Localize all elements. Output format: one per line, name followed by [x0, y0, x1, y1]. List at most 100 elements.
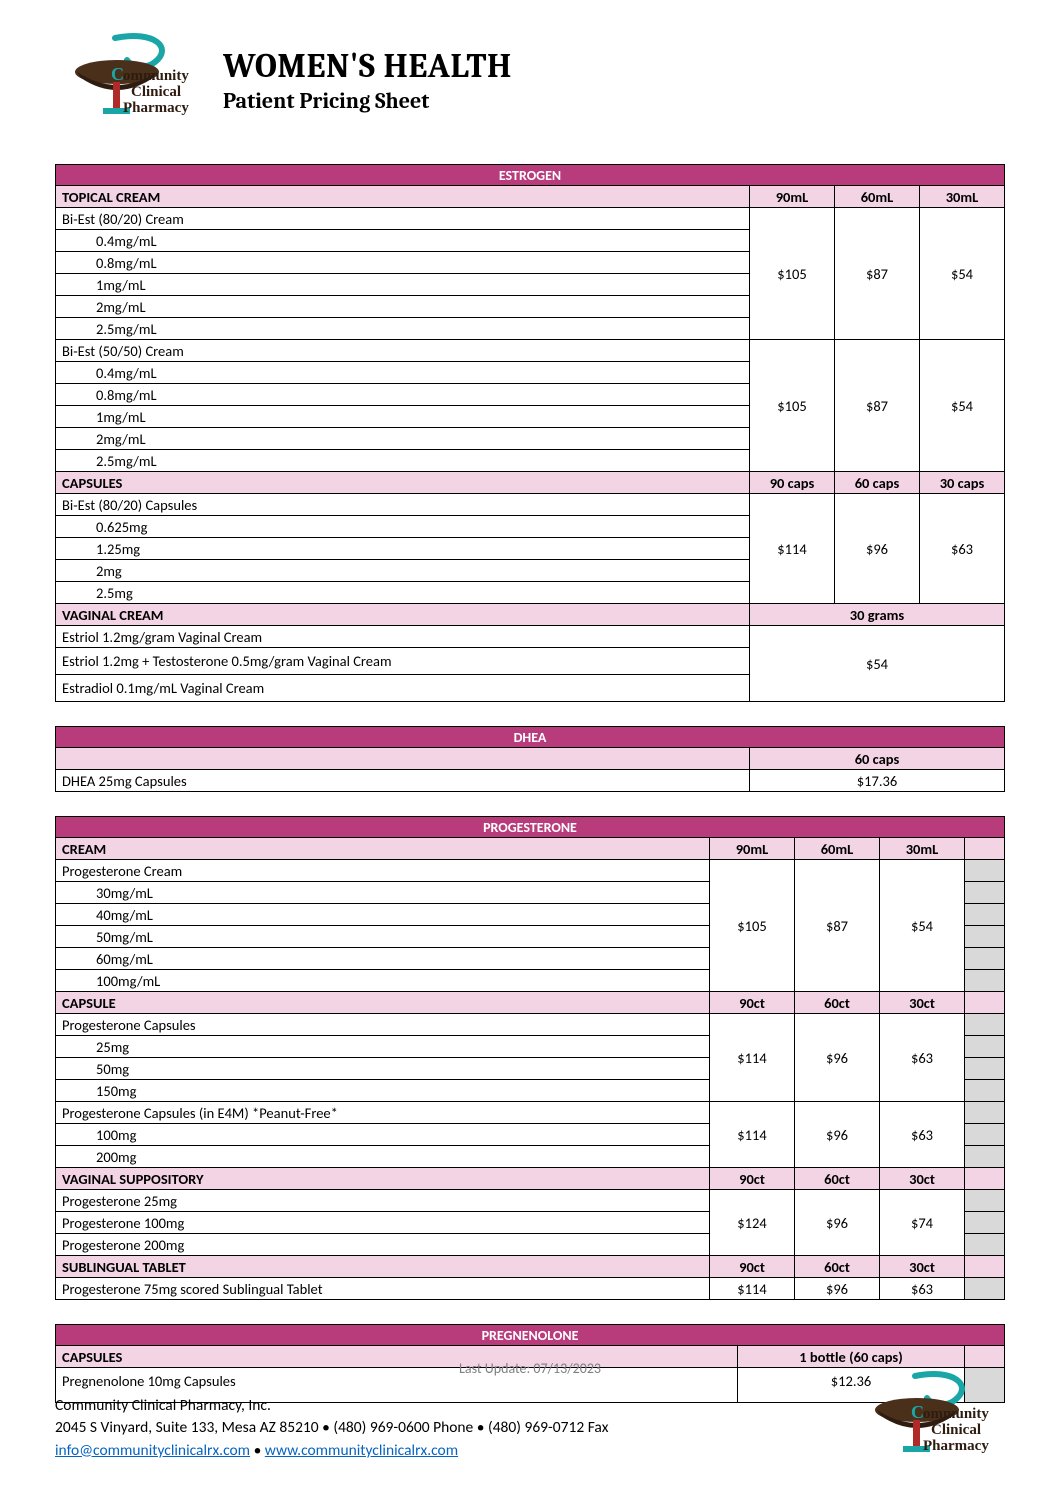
dose: 150mg	[56, 1080, 710, 1102]
blank-cell	[965, 882, 1005, 904]
svg-text:C: C	[111, 64, 124, 84]
price-cell: $54	[880, 860, 965, 992]
price-cell: $54	[920, 208, 1005, 340]
sub-header-label: VAGINAL CREAM	[56, 604, 750, 626]
product-name: Progesterone Cream	[56, 860, 710, 882]
sub-header-label: CAPSULE	[56, 992, 710, 1014]
dose: 0.4mg/mL	[56, 362, 750, 384]
dhea-table: DHEA 60 caps DHEA 25mg Capsules $17.36	[55, 726, 1005, 792]
col-header: 90ct	[710, 1168, 795, 1190]
blank-cell	[965, 1190, 1005, 1212]
price-cell: $87	[795, 860, 880, 992]
product-name: Estriol 1.2mg/gram Vaginal Cream	[56, 626, 750, 648]
col-header: 60ct	[795, 992, 880, 1014]
dose: 25mg	[56, 1036, 710, 1058]
page-subtitle: Patient Pricing Sheet	[223, 88, 512, 114]
page-title: WOMEN'S HEALTH	[223, 46, 512, 86]
price-cell: $96	[795, 1190, 880, 1256]
category-header: PREGNENOLONE	[56, 1325, 1005, 1346]
price-cell: $63	[880, 1278, 965, 1300]
price-cell: $74	[880, 1190, 965, 1256]
price-cell: $124	[710, 1190, 795, 1256]
dose: 1mg/mL	[56, 274, 750, 296]
product-name: DHEA 25mg Capsules	[56, 770, 750, 792]
blank-cell	[965, 1036, 1005, 1058]
dose: 2mg/mL	[56, 296, 750, 318]
product-name: Estradiol 0.1mg/mL Vaginal Cream	[56, 675, 750, 702]
price-cell: $87	[835, 340, 920, 472]
product-name: Estriol 1.2mg + Testosterone 0.5mg/gram …	[56, 648, 750, 675]
footer-logo: ommunity Clinical Pharmacy C	[855, 1368, 1005, 1468]
footer-web-link[interactable]: www.communityclinicalrx.com	[265, 1441, 458, 1460]
price-cell: $63	[880, 1014, 965, 1102]
blank-cell	[965, 1256, 1005, 1278]
dose: 100mg	[56, 1124, 710, 1146]
col-header: 90ct	[710, 1256, 795, 1278]
col-header: 90mL	[750, 186, 835, 208]
product-name: Progesterone Capsules	[56, 1014, 710, 1036]
blank-cell	[965, 1234, 1005, 1256]
price-cell: $105	[710, 860, 795, 992]
price-cell: $63	[880, 1102, 965, 1168]
svg-text:Clinical: Clinical	[131, 84, 181, 100]
product-name: Progesterone Capsules (in E4M) *Peanut-F…	[56, 1102, 710, 1124]
blank-cell	[965, 992, 1005, 1014]
col-header: 60ct	[795, 1256, 880, 1278]
logo: ommunity Clinical Pharmacy C	[55, 30, 205, 130]
dose: 2.5mg/mL	[56, 318, 750, 340]
svg-text:C: C	[911, 1402, 924, 1422]
blank-cell	[965, 970, 1005, 992]
category-header: DHEA	[56, 727, 1005, 748]
col-header: 30 caps	[920, 472, 1005, 494]
blank-cell	[965, 926, 1005, 948]
dose: 50mg	[56, 1058, 710, 1080]
blank-cell	[965, 948, 1005, 970]
sub-header-label: TOPICAL CREAM	[56, 186, 750, 208]
price-cell: $96	[795, 1102, 880, 1168]
dose: 40mg/mL	[56, 904, 710, 926]
svg-text:ommunity: ommunity	[123, 68, 189, 84]
dose: 50mg/mL	[56, 926, 710, 948]
col-header: 30ct	[880, 1168, 965, 1190]
page-header: ommunity Clinical Pharmacy C WOMEN'S HEA…	[55, 30, 1005, 130]
product-name: Bi-Est (80/20) Cream	[56, 208, 750, 230]
blank-cell	[965, 1058, 1005, 1080]
col-header: 60 caps	[835, 472, 920, 494]
dose: 2.5mg	[56, 582, 750, 604]
blank-cell	[965, 904, 1005, 926]
col-header: 30ct	[880, 992, 965, 1014]
col-header: 30 grams	[750, 604, 1005, 626]
col-header: 90 caps	[750, 472, 835, 494]
dose: 100mg/mL	[56, 970, 710, 992]
price-cell: $63	[920, 494, 1005, 604]
dose: 0.8mg/mL	[56, 384, 750, 406]
product-name: Progesterone 200mg	[56, 1234, 710, 1256]
category-header: PROGESTERONE	[56, 817, 1005, 838]
blank-cell	[965, 1278, 1005, 1300]
product-name: Progesterone 25mg	[56, 1190, 710, 1212]
dose: 200mg	[56, 1146, 710, 1168]
dose: 0.8mg/mL	[56, 252, 750, 274]
price-cell: $96	[835, 494, 920, 604]
title-block: WOMEN'S HEALTH Patient Pricing Sheet	[223, 46, 512, 114]
price-cell: $114	[710, 1014, 795, 1102]
footer-email-link[interactable]: info@communityclinicalrx.com	[55, 1441, 250, 1460]
col-header: 90mL	[710, 838, 795, 860]
col-header: 60ct	[795, 1168, 880, 1190]
price-cell: $87	[835, 208, 920, 340]
blank-cell	[965, 1124, 1005, 1146]
price-cell: $96	[795, 1278, 880, 1300]
svg-text:Pharmacy: Pharmacy	[123, 100, 189, 116]
blank-cell	[56, 748, 750, 770]
blank-cell	[965, 1212, 1005, 1234]
col-header: 30ct	[880, 1256, 965, 1278]
sub-header-label: VAGINAL SUPPOSITORY	[56, 1168, 710, 1190]
footer-sep: •	[250, 1441, 265, 1460]
sub-header-label: CAPSULES	[56, 472, 750, 494]
footer: Last Update: 07/13/2023 Community Clinic…	[55, 1360, 1005, 1462]
col-header: 30mL	[920, 186, 1005, 208]
blank-cell	[965, 1102, 1005, 1124]
product-name: Bi-Est (80/20) Capsules	[56, 494, 750, 516]
product-name: Progesterone 75mg scored Sublingual Tabl…	[56, 1278, 710, 1300]
dose: 30mg/mL	[56, 882, 710, 904]
